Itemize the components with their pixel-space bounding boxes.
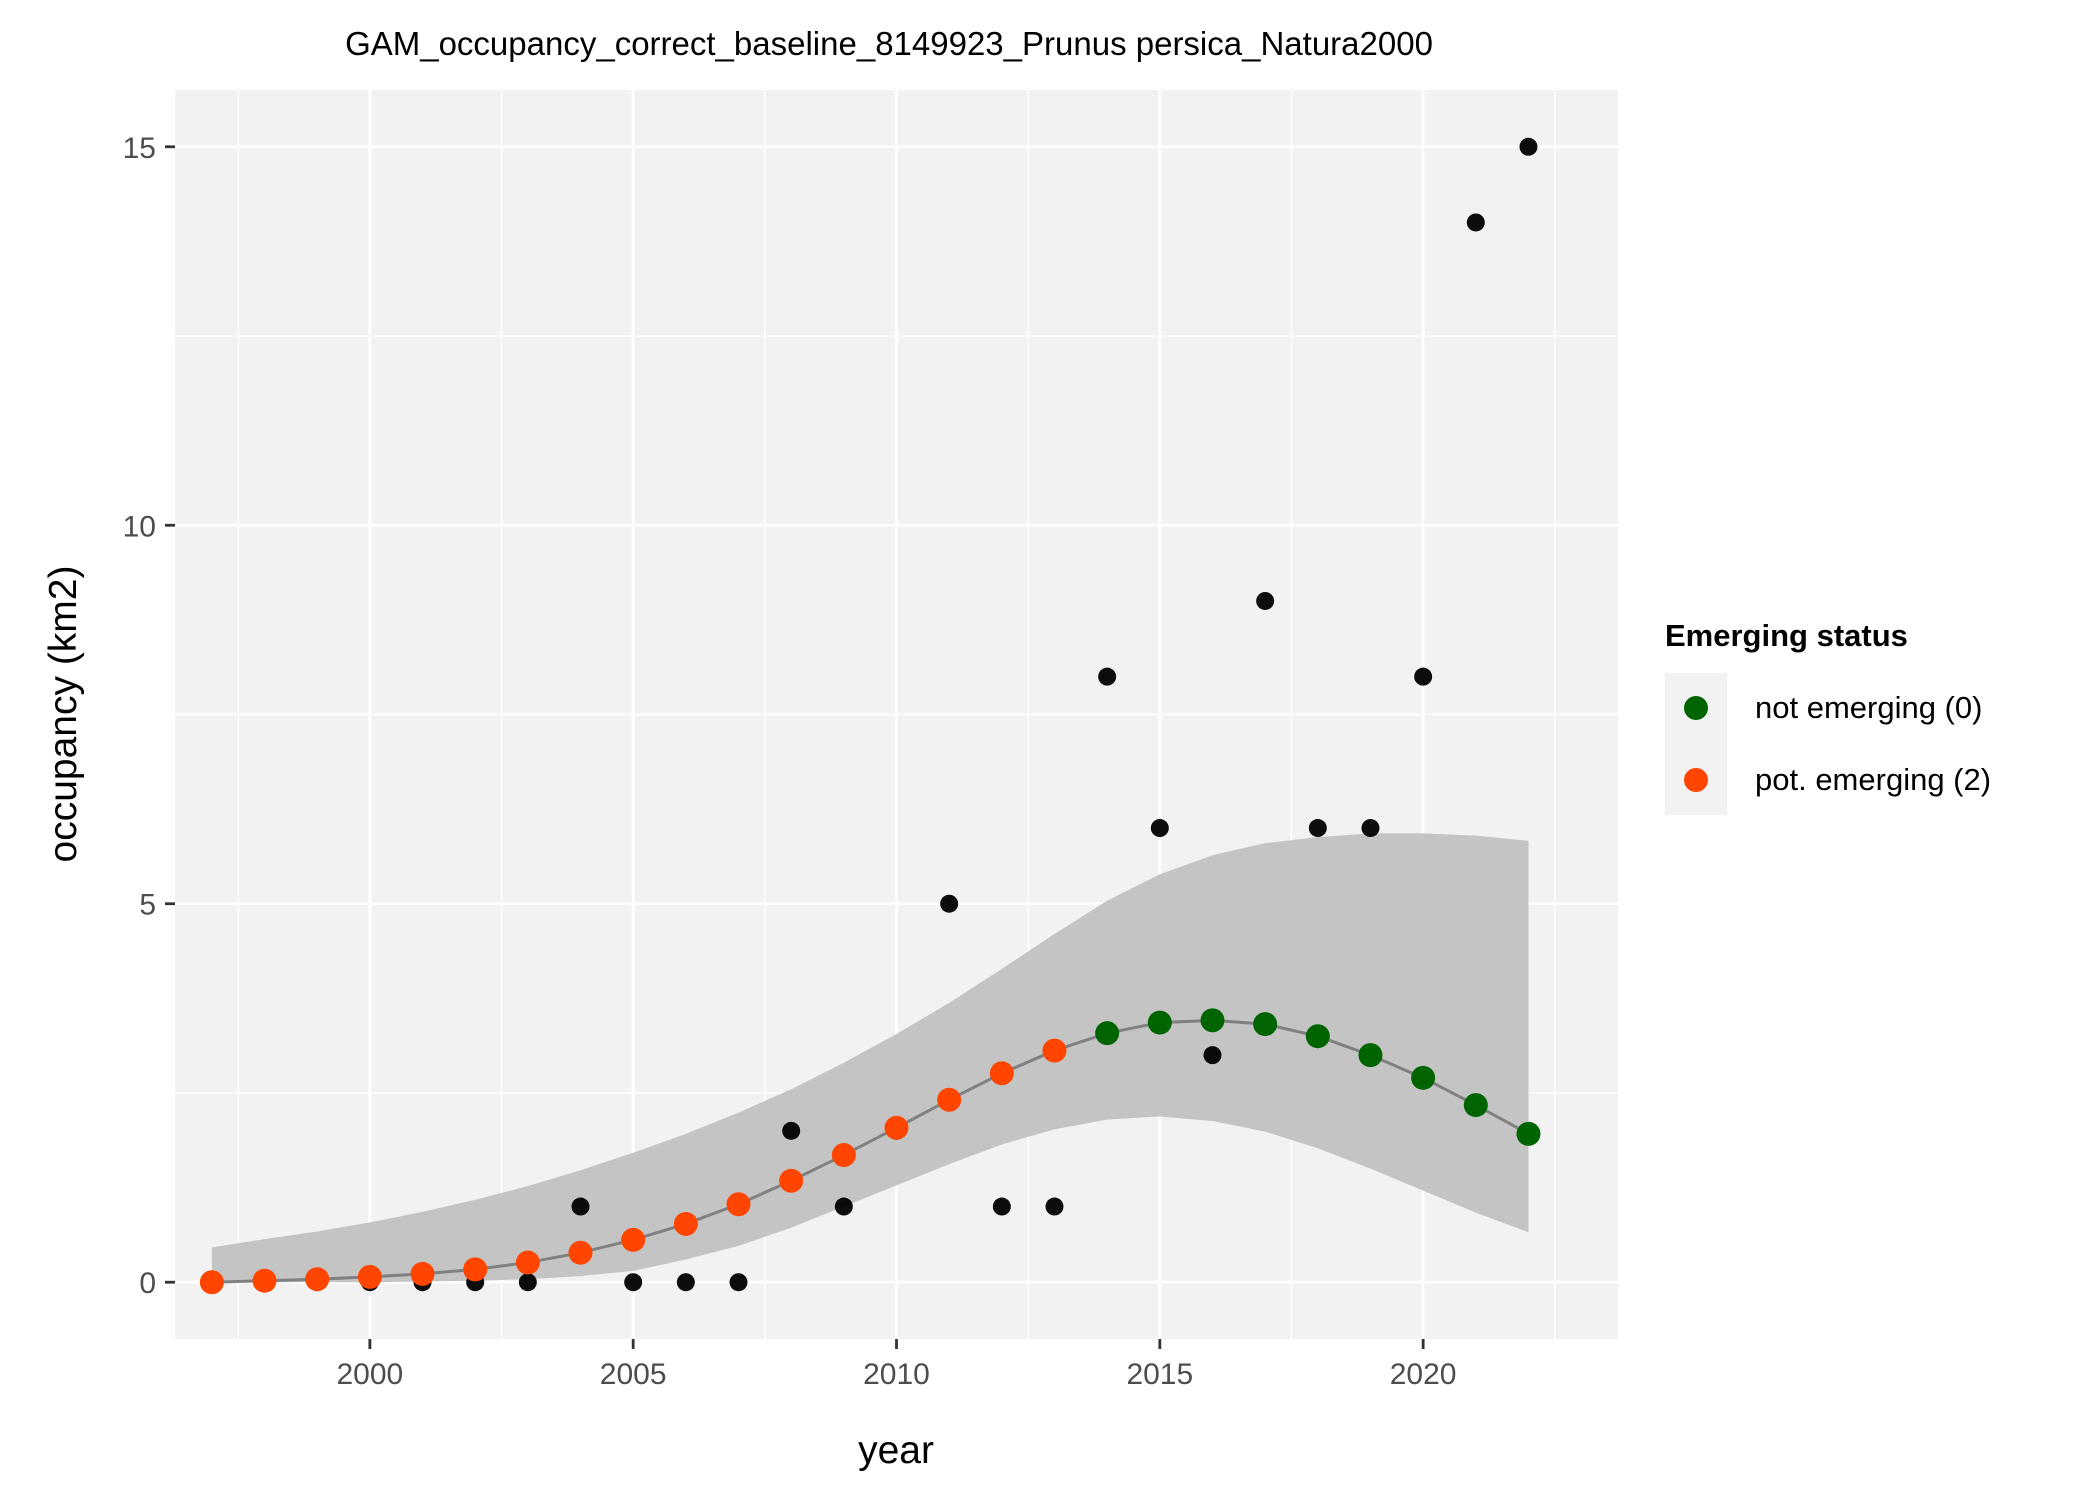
- fit-point-pot-emerging: [463, 1257, 488, 1282]
- fit-point-not-emerging: [1305, 1024, 1330, 1049]
- confidence-band: [211, 833, 1529, 1283]
- fit-point-pot-emerging: [199, 1270, 224, 1295]
- observed-point: [1256, 591, 1275, 610]
- fit-point-pot-emerging: [726, 1192, 751, 1217]
- observed-point: [518, 1273, 537, 1292]
- legend-key-background: [1665, 673, 1727, 815]
- observed-point: [1203, 1046, 1222, 1065]
- fit-point-pot-emerging: [673, 1211, 698, 1236]
- observed-point: [624, 1273, 643, 1292]
- x-tick-label: 2015: [1126, 1358, 1193, 1391]
- x-tick-label: 2010: [863, 1358, 930, 1391]
- y-axis-title: occupancy (km2): [42, 566, 85, 863]
- observed-point: [1414, 667, 1433, 686]
- observed-point: [1361, 819, 1380, 838]
- fit-point-pot-emerging: [779, 1168, 804, 1193]
- legend-key-pot-emerging: [1684, 768, 1708, 792]
- fit-points-layer: [199, 1008, 1541, 1295]
- observed-point: [992, 1197, 1011, 1216]
- x-tick-label: 2000: [336, 1358, 403, 1391]
- confidence-band-layer: [211, 833, 1529, 1283]
- fit-point-not-emerging: [1358, 1043, 1383, 1068]
- observed-point: [676, 1273, 695, 1292]
- fit-point-pot-emerging: [252, 1268, 277, 1293]
- fit-point-not-emerging: [1095, 1021, 1120, 1046]
- y-tick-label: 15: [123, 132, 156, 165]
- fit-point-pot-emerging: [568, 1240, 593, 1265]
- fit-point-pot-emerging: [831, 1143, 856, 1168]
- observed-point: [1466, 213, 1485, 232]
- observed-point: [782, 1121, 801, 1140]
- observed-point: [940, 894, 959, 913]
- legend-label-pot-emerging: pot. emerging (2): [1755, 762, 1991, 797]
- observed-point: [1519, 137, 1538, 156]
- observed-point: [1045, 1197, 1064, 1216]
- observed-point: [1098, 667, 1117, 686]
- fit-point-pot-emerging: [989, 1061, 1014, 1086]
- y-tick-label: 5: [139, 889, 156, 922]
- chart-title: GAM_occupancy_correct_baseline_8149923_P…: [345, 25, 1433, 62]
- legend-key-not-emerging: [1684, 696, 1708, 720]
- x-axis: 2000 2005 2010 2015 2020: [336, 1339, 1457, 1391]
- fit-point-pot-emerging: [937, 1087, 962, 1112]
- legend-label-not-emerging: not emerging (0): [1755, 690, 1982, 725]
- fit-point-not-emerging: [1200, 1008, 1225, 1033]
- legend: Emerging status not emerging (0) pot. em…: [1665, 618, 1991, 815]
- observed-point: [729, 1273, 748, 1292]
- fit-point-not-emerging: [1463, 1093, 1488, 1118]
- fit-point-pot-emerging: [305, 1267, 330, 1292]
- grid-major: [175, 90, 1618, 1339]
- fit-point-not-emerging: [1253, 1012, 1278, 1037]
- observed-point: [1308, 819, 1327, 838]
- fit-point-not-emerging: [1516, 1121, 1541, 1146]
- observed-point: [571, 1197, 590, 1216]
- y-axis: 0 5 10 15: [123, 132, 175, 1300]
- fit-point-not-emerging: [1411, 1065, 1436, 1090]
- fit-point-pot-emerging: [884, 1115, 909, 1140]
- legend-title: Emerging status: [1665, 618, 1908, 653]
- fit-point-not-emerging: [1147, 1010, 1172, 1035]
- fit-point-pot-emerging: [357, 1264, 382, 1289]
- fit-point-pot-emerging: [621, 1227, 646, 1252]
- fit-point-pot-emerging: [410, 1261, 435, 1286]
- x-tick-label: 2005: [600, 1358, 667, 1391]
- y-tick-label: 0: [139, 1267, 156, 1300]
- y-tick-label: 10: [123, 510, 156, 543]
- fit-point-pot-emerging: [515, 1250, 540, 1275]
- x-tick-label: 2020: [1390, 1358, 1457, 1391]
- fit-point-pot-emerging: [1042, 1038, 1067, 1063]
- observed-point: [1150, 819, 1169, 838]
- observed-point: [834, 1197, 853, 1216]
- x-axis-title: year: [858, 1429, 934, 1472]
